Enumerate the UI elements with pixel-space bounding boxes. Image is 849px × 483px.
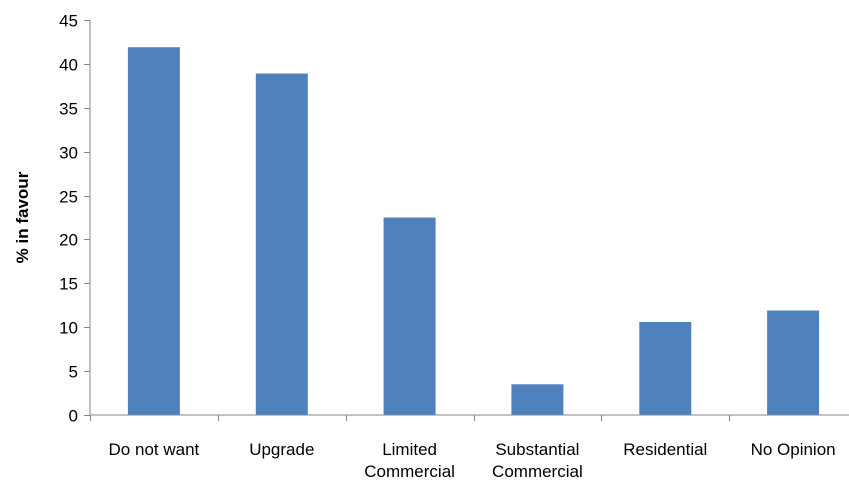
y-tick-label: 0	[69, 407, 78, 426]
x-category-label: Upgrade	[249, 440, 314, 459]
y-tick-label: 5	[69, 363, 78, 382]
x-axis-ticks	[90, 415, 730, 421]
x-category-label: No Opinion	[751, 440, 836, 459]
y-tick-label: 10	[59, 319, 78, 338]
x-category-label: Commercial	[492, 462, 583, 481]
bar	[511, 384, 564, 415]
bars	[127, 47, 820, 415]
y-axis-title: % in favour	[13, 171, 32, 263]
x-category-label: Do not want	[109, 440, 200, 459]
y-tick-label: 45	[59, 12, 78, 31]
bar	[127, 47, 180, 415]
y-axis-ticks	[84, 20, 90, 416]
y-tick-label: 35	[59, 100, 78, 119]
bar	[383, 217, 436, 415]
y-tick-label: 40	[59, 56, 78, 75]
bar	[767, 310, 820, 415]
x-category-label: Commercial	[364, 462, 455, 481]
y-tick-label: 25	[59, 188, 78, 207]
x-category-label: Residential	[623, 440, 707, 459]
y-axis-tick-labels: 0 5 10 15 20 25 30 35 40 45	[59, 12, 78, 426]
y-tick-label: 20	[59, 231, 78, 250]
y-tick-label: 30	[59, 144, 78, 163]
bar	[255, 73, 308, 415]
x-category-label: Limited	[382, 440, 437, 459]
bar	[639, 322, 692, 415]
y-tick-label: 15	[59, 275, 78, 294]
x-axis-category-labels: Do not want Upgrade Limited Commercial Subst…	[109, 440, 836, 481]
x-category-label: Substantial	[495, 440, 579, 459]
